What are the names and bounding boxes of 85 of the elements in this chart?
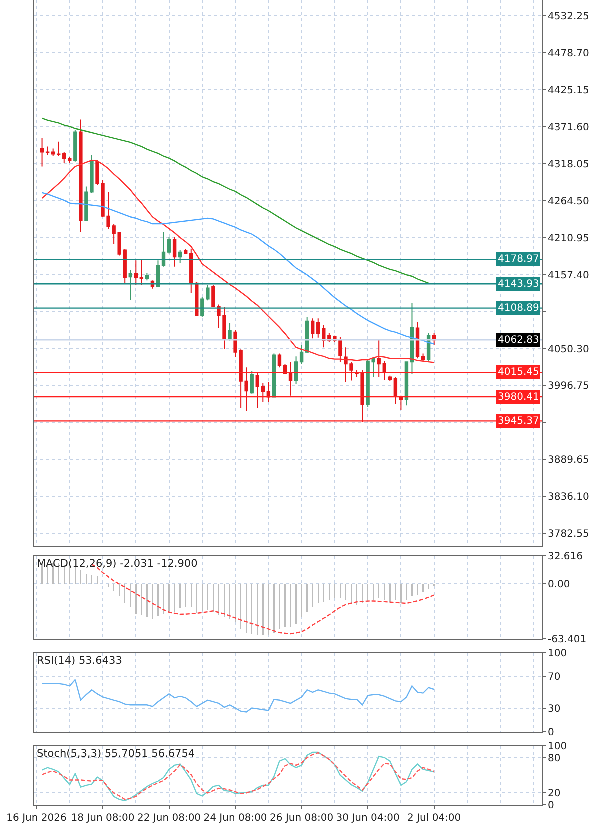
candlestick: [311, 318, 315, 340]
candlestick: [145, 272, 150, 282]
candlestick: [410, 302, 414, 376]
candlestick: [294, 356, 298, 385]
candlestick: [404, 362, 409, 406]
y-tick-label: -63.401: [548, 634, 587, 646]
candlestick: [416, 322, 420, 360]
candlestick: [167, 236, 172, 254]
candlestick: [56, 141, 61, 157]
candlestick: [123, 249, 127, 284]
line-series: [42, 118, 430, 284]
chart-title: Stoch(5,3,3) 55.7051 56.6754: [37, 748, 196, 760]
candlestick: [228, 322, 232, 340]
candlestick: [74, 130, 78, 162]
y-tick-label: 4532.25: [548, 12, 590, 23]
y-tick-label: 30: [548, 704, 561, 715]
candlestick: [316, 318, 320, 338]
y-tick-label: 4264.50: [548, 196, 590, 208]
candlestick: [184, 249, 188, 255]
candlestick: [261, 382, 266, 403]
y-tick-label: 0.00: [548, 580, 570, 591]
x-tick-label: 2 Jul 04:00: [408, 813, 462, 824]
candlestick: [40, 138, 44, 168]
y-tick-label: 3782.55: [548, 529, 590, 540]
ref-line-label: 4178.97: [498, 254, 540, 265]
y-tick-label: 32.616: [548, 552, 583, 562]
y-tick-label: 100: [548, 648, 568, 660]
ref-line-label: 4015.45: [498, 367, 540, 378]
y-tick-label: 20: [548, 788, 561, 800]
candlestick: [300, 345, 304, 365]
candlestick: [256, 372, 260, 409]
y-tick-label: 0: [548, 800, 554, 812]
candlestick: [278, 353, 282, 368]
candlestick: [178, 250, 182, 264]
line-series: [42, 192, 435, 345]
candlestick: [46, 146, 50, 156]
candlestick: [79, 119, 83, 233]
candlestick: [51, 148, 56, 157]
y-tick-label: 100: [548, 742, 568, 752]
candlestick: [322, 325, 326, 348]
candlestick: [421, 353, 426, 362]
ref-line-label: 4143.93: [498, 279, 540, 290]
x-tick-label: 22 Jun 08:00: [138, 813, 202, 824]
candlestick: [288, 362, 293, 396]
candlestick: [68, 156, 72, 164]
y-tick-label: 0: [548, 728, 554, 738]
y-tick-label: 4371.60: [548, 122, 590, 134]
y-tick-label: 4210.95: [548, 233, 590, 244]
x-tick-label: 26 Jun 08:00: [270, 813, 334, 824]
ref-line-label: 4062.83: [498, 335, 540, 346]
y-tick-label: 3836.10: [548, 492, 590, 504]
candlestick: [162, 232, 166, 268]
y-tick-label: 3996.75: [548, 381, 590, 392]
y-tick-label: 70: [548, 672, 561, 684]
y-tick-label: 3889.65: [548, 455, 590, 466]
y-tick-label: 4318.05: [548, 159, 590, 170]
candlestick: [190, 248, 194, 294]
candlestick: [134, 260, 138, 286]
y-tick-label: 4425.15: [548, 85, 590, 96]
x-tick-label: 18 Jun 08:00: [71, 813, 135, 824]
ref-line-label: 4108.89: [498, 303, 540, 314]
candlestick: [62, 152, 66, 164]
y-tick-label: 4050.30: [548, 344, 590, 356]
line-series: [42, 679, 435, 713]
ref-line-label: 3945.37: [498, 416, 540, 427]
candlestick: [156, 260, 160, 288]
candlestick: [377, 340, 381, 378]
y-tick-label: 4478.70: [548, 48, 590, 60]
line-series: [42, 160, 435, 364]
x-tick-label: 24 Jun 08:00: [204, 813, 268, 824]
candlestick: [382, 360, 386, 381]
y-tick-label: 4157.40: [548, 270, 590, 282]
candlestick: [128, 270, 132, 300]
candlestick: [172, 236, 177, 268]
y-tick-label: 80: [548, 753, 561, 764]
x-tick-label: 30 Jun 04:00: [336, 813, 400, 824]
candlestick: [394, 376, 398, 405]
candlestick: [250, 370, 254, 394]
candlestick: [266, 382, 271, 403]
ref-line-label: 3980.41: [498, 392, 540, 403]
candlestick: [140, 259, 144, 286]
chart-title: RSI(14) 53.6433: [37, 655, 122, 667]
candlestick: [388, 375, 392, 382]
chart-title: MACD(12,26,9) -2.031 -12.900: [37, 558, 198, 570]
x-tick-label: 16 Jun 2026: [6, 813, 67, 824]
